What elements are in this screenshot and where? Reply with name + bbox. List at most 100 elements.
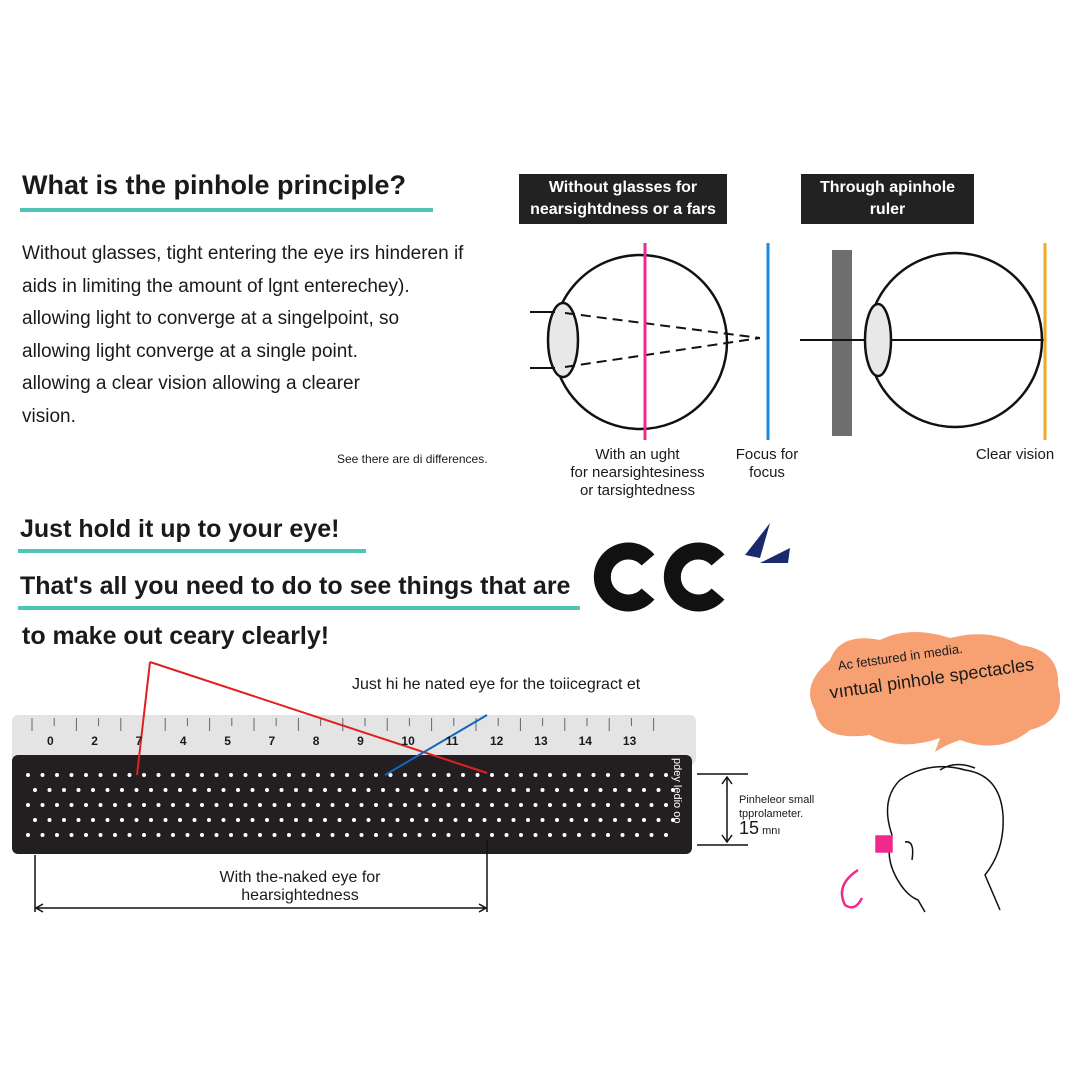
pinhole-dot <box>258 803 262 807</box>
pinhole-dot <box>359 803 364 807</box>
pinhole-dot <box>105 788 110 792</box>
pinhole-dot <box>171 833 175 837</box>
ruler-tick-label: 7 <box>135 734 143 748</box>
pinhole-dot <box>40 833 45 837</box>
pinhole-dot <box>207 818 211 822</box>
pinhole-dot <box>446 833 451 837</box>
pinhole-dot <box>316 833 320 837</box>
naked-eye-caption: With the-naked eye for hearsightedness <box>180 869 420 905</box>
pinhole-dot <box>98 803 103 807</box>
pinhole-dot <box>417 803 422 807</box>
pinhole-dot <box>432 773 436 777</box>
pinhole-dot <box>664 833 668 837</box>
pinhole-dot <box>200 803 204 807</box>
label-line: ruler <box>869 201 906 218</box>
pinhole-dot <box>519 773 523 777</box>
pinhole-dot <box>171 803 175 807</box>
pinhole-dot <box>475 773 480 777</box>
pinhole-dot <box>308 788 313 792</box>
caption-line: Focus for <box>735 446 799 463</box>
red-pointer-line <box>136 661 151 776</box>
pinhole-dot <box>337 818 342 822</box>
pinhole-dot <box>424 788 429 792</box>
intro-line: aids in limiting the amount of lgnt ente… <box>22 275 410 297</box>
intro-note: See there are di differences. <box>337 452 488 466</box>
pinhole-dot <box>156 773 161 777</box>
pinhole-dot <box>178 788 182 792</box>
pinhole-dot <box>345 803 349 807</box>
pinhole-dot <box>120 818 124 822</box>
intro-line: vision. <box>22 405 76 427</box>
dimension-label: Pinheleor small tpprolameter. 15 mnı <box>739 793 814 838</box>
lens <box>546 301 580 379</box>
pinhole-dot <box>200 773 204 777</box>
pinhole-dot <box>584 818 588 822</box>
intro-paragraph: Without glasses, tight entering the eye … <box>22 238 463 433</box>
pinhole-dot <box>540 818 545 822</box>
pinhole-dot <box>490 773 494 777</box>
pinhole-dot <box>40 773 45 777</box>
howto-underline <box>18 549 366 553</box>
pinhole-dot <box>243 773 248 777</box>
pinhole-dot <box>439 788 443 792</box>
pinhole-dot <box>642 818 646 822</box>
pinhole-dot <box>26 803 30 807</box>
pinhole-dot <box>287 773 291 777</box>
ruler-tick-label: 9 <box>357 734 364 748</box>
pinhole-dot <box>214 833 219 837</box>
pinhole-dot <box>555 788 559 792</box>
light-ray-dashed <box>564 312 761 339</box>
pinhole-dot <box>613 788 617 792</box>
pinhole-dot <box>504 833 509 837</box>
pinhole-dot <box>221 788 226 792</box>
pinhole-dot <box>76 818 81 822</box>
pinhole-dot <box>163 788 168 792</box>
pinhole-dot <box>229 833 233 837</box>
nearsight-caption: With an ught for nearsightesiness or tar… <box>540 446 735 500</box>
pinhole-ruler-illustration <box>12 661 748 913</box>
pinhole-dot <box>345 773 349 777</box>
pinhole-dot <box>591 833 596 837</box>
pinhole-dot <box>265 788 269 792</box>
pinhole-dot <box>664 773 668 777</box>
pinhole-dot <box>497 818 501 822</box>
title-underline <box>20 208 433 212</box>
pinhole-dot <box>294 818 298 822</box>
pinhole-dot <box>562 833 567 837</box>
pinhole-dot <box>359 773 364 777</box>
caption-line: focus <box>749 464 785 481</box>
ruler-side-text: pdey ledio oo <box>671 758 683 824</box>
pinhole-dot <box>511 788 516 792</box>
ruler-top-text: Just hi he nated eye for the toiicegract… <box>352 676 641 693</box>
pinhole-dot <box>635 773 639 777</box>
pinhole-dot <box>214 803 219 807</box>
pinhole-dot <box>475 803 480 807</box>
pinhole-dot <box>91 818 95 822</box>
intro-line: allowing light to converge at a singelpo… <box>22 308 400 329</box>
pinhole-dot <box>221 818 226 822</box>
pinhole-dot <box>562 803 567 807</box>
pinhole-dot <box>62 788 66 792</box>
pinhole-dot <box>91 788 95 792</box>
pinhole-dot <box>62 818 66 822</box>
pinhole-dot <box>374 773 378 777</box>
pinhole-dot <box>475 833 480 837</box>
pinhole-dot <box>142 803 146 807</box>
pinhole-dot <box>40 803 45 807</box>
pinhole-dot <box>533 803 538 807</box>
pinhole-dot <box>323 818 327 822</box>
pinhole-dot <box>403 803 407 807</box>
ruler-tick-label: 13 <box>534 734 548 748</box>
pinhole-dot <box>55 803 59 807</box>
pinhole-dot <box>98 773 103 777</box>
pinhole-dot <box>424 818 429 822</box>
pinhole-dot <box>98 833 103 837</box>
pinhole-dot <box>656 818 661 822</box>
red-pointer-line <box>149 661 488 774</box>
pinhole-dot <box>584 788 588 792</box>
pinhole-dot <box>84 773 88 777</box>
pinhole-dot <box>533 773 538 777</box>
pinhole-dot <box>519 833 523 837</box>
pinhole-dot <box>120 788 124 792</box>
